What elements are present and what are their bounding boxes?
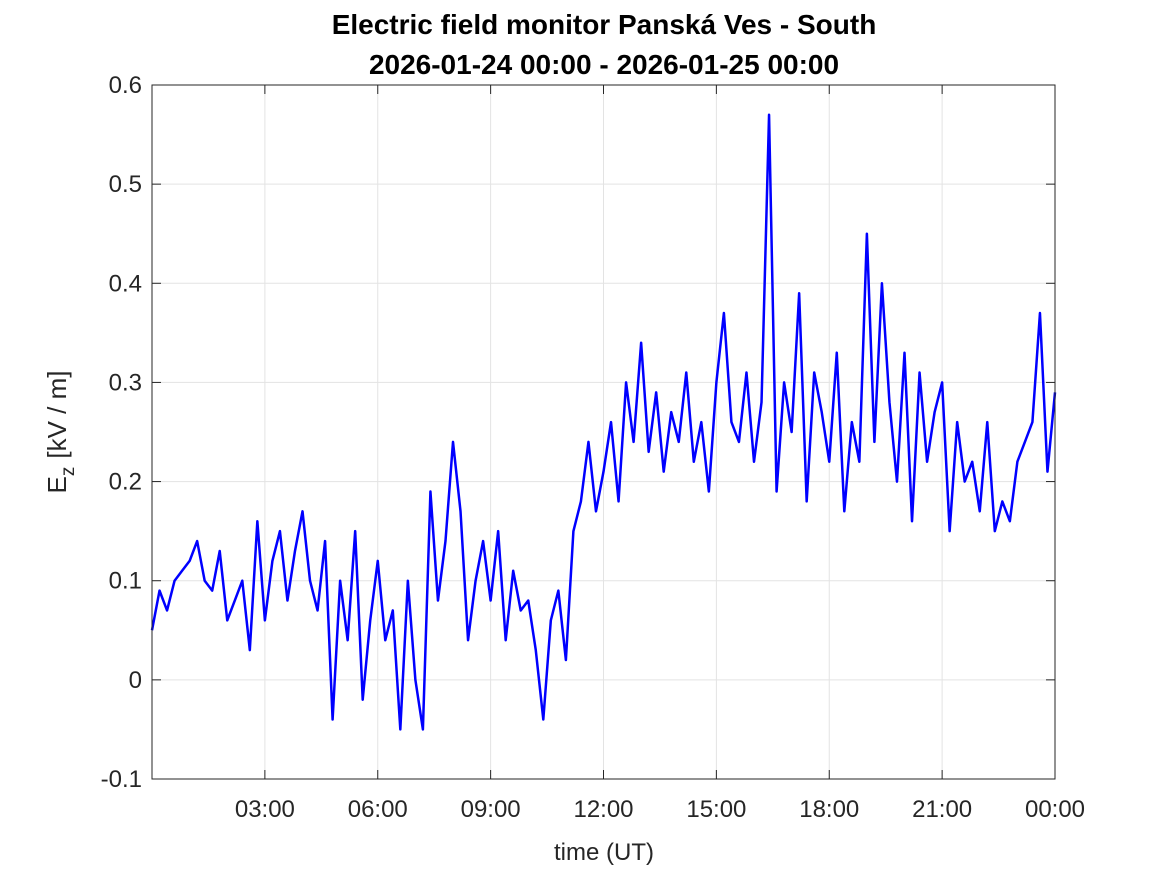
chart-subtitle: 2026-01-24 00:00 - 2026-01-25 00:00 — [369, 49, 839, 80]
x-tick-label: 03:00 — [235, 796, 295, 823]
x-tick-label: 09:00 — [461, 796, 521, 823]
y-tick-label: -0.1 — [101, 766, 142, 793]
x-axis-label: time (UT) — [554, 839, 654, 866]
y-axis-unit: [kV / m] — [42, 371, 72, 459]
y-tick-label: 0.6 — [109, 72, 142, 99]
x-tick-label: 06:00 — [348, 796, 408, 823]
x-tick-label: 00:00 — [1025, 796, 1085, 823]
y-tick-label: 0.5 — [109, 171, 142, 198]
x-tick-label: 12:00 — [573, 796, 633, 823]
x-tick-label: 21:00 — [912, 796, 972, 823]
x-tick-label: 15:00 — [686, 796, 746, 823]
y-axis-subscript: z — [58, 467, 79, 477]
y-tick-label: 0.4 — [109, 270, 142, 297]
x-tick-label: 18:00 — [799, 796, 859, 823]
y-tick-label: 0.1 — [109, 568, 142, 595]
data-line — [150, 113, 1057, 731]
axes-box — [151, 84, 1056, 780]
y-axis-label: Ez [kV / m] — [42, 371, 79, 494]
y-tick-label: 0 — [129, 667, 142, 694]
y-tick-label: 0.2 — [109, 469, 142, 496]
y-axis-symbol: E — [42, 476, 72, 493]
chart-title: Electric field monitor Panská Ves - Sout… — [332, 9, 877, 40]
y-tick-label: 0.3 — [109, 369, 142, 396]
